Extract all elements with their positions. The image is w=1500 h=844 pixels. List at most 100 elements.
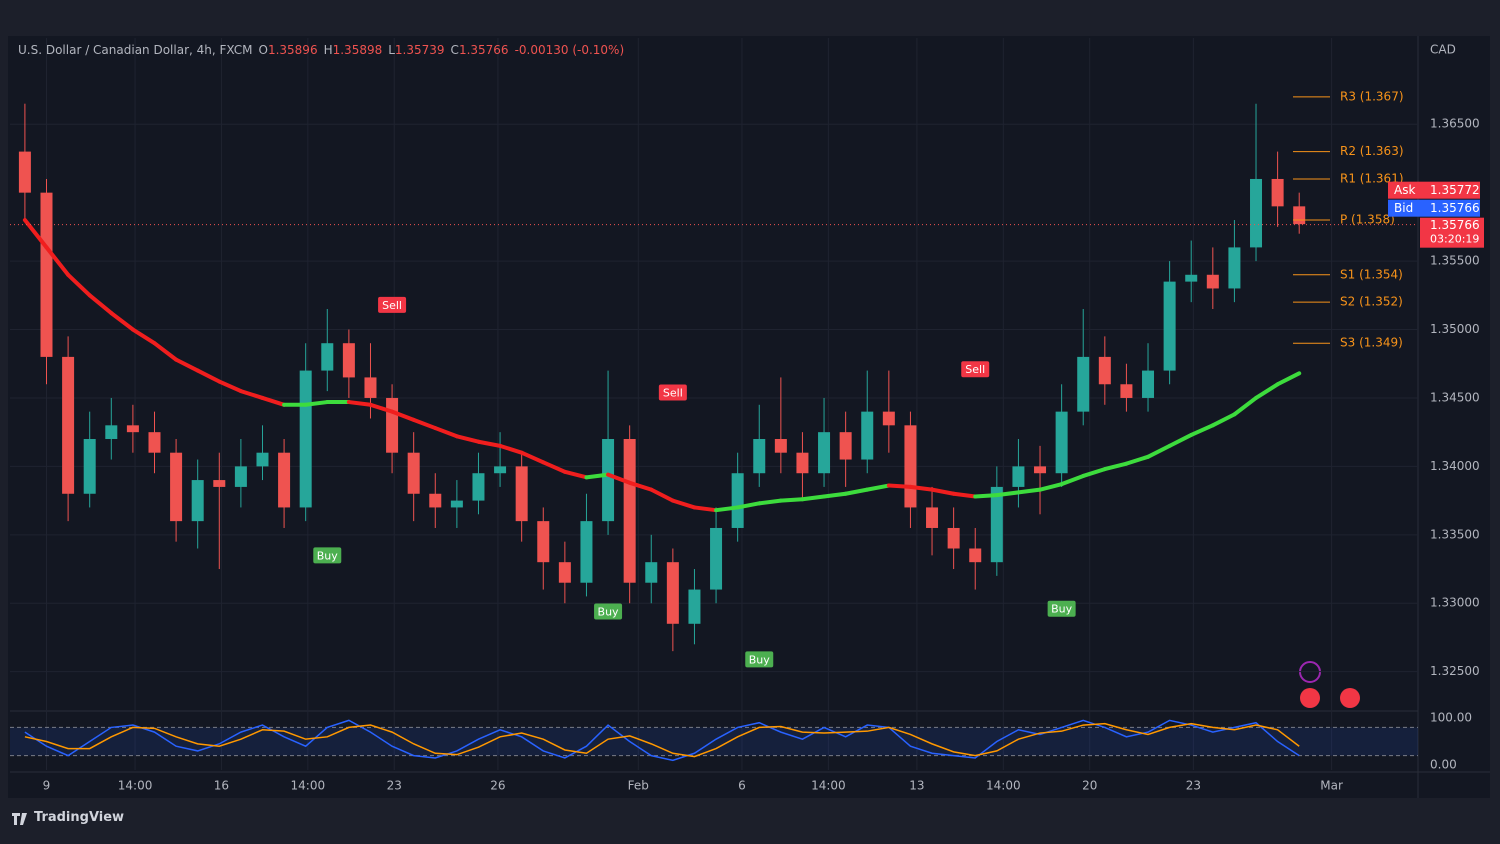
- moving-average: [87, 293, 114, 316]
- brand-logo: [12, 813, 27, 825]
- x-tick-label: 20: [1082, 779, 1097, 793]
- candle-body: [731, 473, 744, 528]
- y-tick-label: 1.33500: [1430, 527, 1480, 541]
- candle-body: [904, 425, 917, 508]
- moving-average: [1254, 382, 1280, 400]
- signal-box: [594, 603, 623, 620]
- candle-body: [1163, 281, 1176, 371]
- symbol: U.S. Dollar / Canadian Dollar, 4h, FXCM: [18, 43, 253, 57]
- y-tick-label: 1.34500: [1430, 390, 1480, 404]
- candle-body: [1012, 466, 1025, 487]
- pivot-label: P (1.358): [1340, 213, 1395, 227]
- candle-body: [818, 432, 831, 474]
- signal-label: Buy: [317, 549, 339, 562]
- candle-body: [1142, 370, 1155, 398]
- candle-body: [364, 377, 377, 398]
- x-tick-label: 14:00: [986, 779, 1021, 793]
- ohlc-value: 1.35739: [394, 43, 445, 57]
- chart-background: [8, 36, 1490, 798]
- candle-body: [688, 589, 701, 624]
- brand: TradingView: [34, 810, 125, 825]
- moving-average: [368, 402, 395, 414]
- signal-box: [658, 384, 687, 401]
- last-tag: [1420, 217, 1484, 248]
- candle-body: [386, 397, 399, 453]
- candle-body: [990, 486, 1003, 563]
- candle-body: [1055, 411, 1068, 474]
- candle-body: [83, 439, 96, 494]
- x-tick-label: Feb: [628, 779, 649, 793]
- moving-average: [1016, 487, 1043, 495]
- moving-average: [843, 487, 870, 496]
- moving-average: [1102, 461, 1129, 472]
- candle-body: [839, 432, 852, 460]
- moving-average: [433, 426, 459, 439]
- moving-average: [908, 484, 935, 492]
- flag-icon[interactable]: [1300, 688, 1320, 708]
- pivot-label: S1 (1.354): [1340, 267, 1403, 281]
- signal-box: [378, 296, 407, 313]
- moving-average: [1232, 395, 1259, 417]
- candle-body: [753, 439, 766, 474]
- last-value: 1.35766: [1430, 218, 1480, 232]
- moving-average: [260, 395, 287, 407]
- x-tick-label: 14:00: [291, 779, 326, 793]
- candle-body: [191, 480, 204, 522]
- candle-body: [1185, 274, 1198, 282]
- candle-body: [494, 466, 507, 474]
- x-tick-label: 9: [43, 779, 51, 793]
- moving-average: [714, 505, 740, 513]
- candle-body: [407, 452, 420, 494]
- candle-body: [774, 439, 787, 453]
- osc-tick-label: 0.00: [1430, 758, 1457, 772]
- candle-body: [170, 452, 183, 522]
- candle-body: [558, 562, 571, 583]
- x-tick-label: 14:00: [118, 779, 153, 793]
- candle-body: [148, 432, 161, 453]
- x-tick-label: 14:00: [811, 779, 846, 793]
- signal-box: [961, 361, 990, 378]
- moving-average: [994, 490, 1021, 498]
- candle-body: [105, 425, 118, 440]
- moving-average: [498, 443, 524, 455]
- candle-body: [796, 452, 809, 474]
- moving-average: [303, 400, 330, 407]
- moving-average: [735, 501, 762, 510]
- candle-body: [602, 439, 615, 522]
- moving-average: [152, 341, 179, 362]
- moving-average: [174, 357, 200, 373]
- oscillator-line: [24, 719, 1300, 762]
- x-tick-label: 23: [387, 779, 402, 793]
- ask-value: 1.35772: [1430, 183, 1480, 197]
- candle-body: [278, 452, 291, 508]
- ohlc-key: H: [323, 43, 333, 57]
- candle-body: [882, 411, 895, 426]
- moving-average: [130, 327, 157, 346]
- y-tick-label: 1.35500: [1430, 254, 1480, 268]
- candle-body: [1077, 356, 1090, 412]
- pivot-label: R2 (1.363): [1340, 144, 1404, 158]
- moving-average: [238, 389, 265, 400]
- candle-body: [342, 343, 355, 378]
- x-tick-label: 16: [214, 779, 229, 793]
- ask-tag: [1388, 181, 1480, 199]
- moving-average: [109, 311, 135, 332]
- moving-average: [886, 483, 913, 489]
- candle-body: [1293, 206, 1306, 225]
- y-tick-label: 1.32500: [1430, 664, 1480, 678]
- candle-body: [450, 500, 463, 508]
- flag-icon[interactable]: [1340, 688, 1360, 708]
- moving-average: [411, 417, 438, 431]
- signal-label: Buy: [1051, 603, 1073, 616]
- y-tick-label: 1.35000: [1430, 322, 1480, 336]
- moving-average: [1210, 412, 1237, 428]
- moving-average: [670, 498, 697, 510]
- bid-label: Bid: [1394, 201, 1413, 215]
- moving-average: [519, 450, 546, 465]
- moving-average: [454, 434, 481, 444]
- moving-average: [476, 439, 503, 448]
- signal-label: Buy: [749, 653, 771, 666]
- candle-body: [1206, 274, 1219, 289]
- candle-body: [623, 439, 636, 583]
- moving-average: [66, 272, 92, 298]
